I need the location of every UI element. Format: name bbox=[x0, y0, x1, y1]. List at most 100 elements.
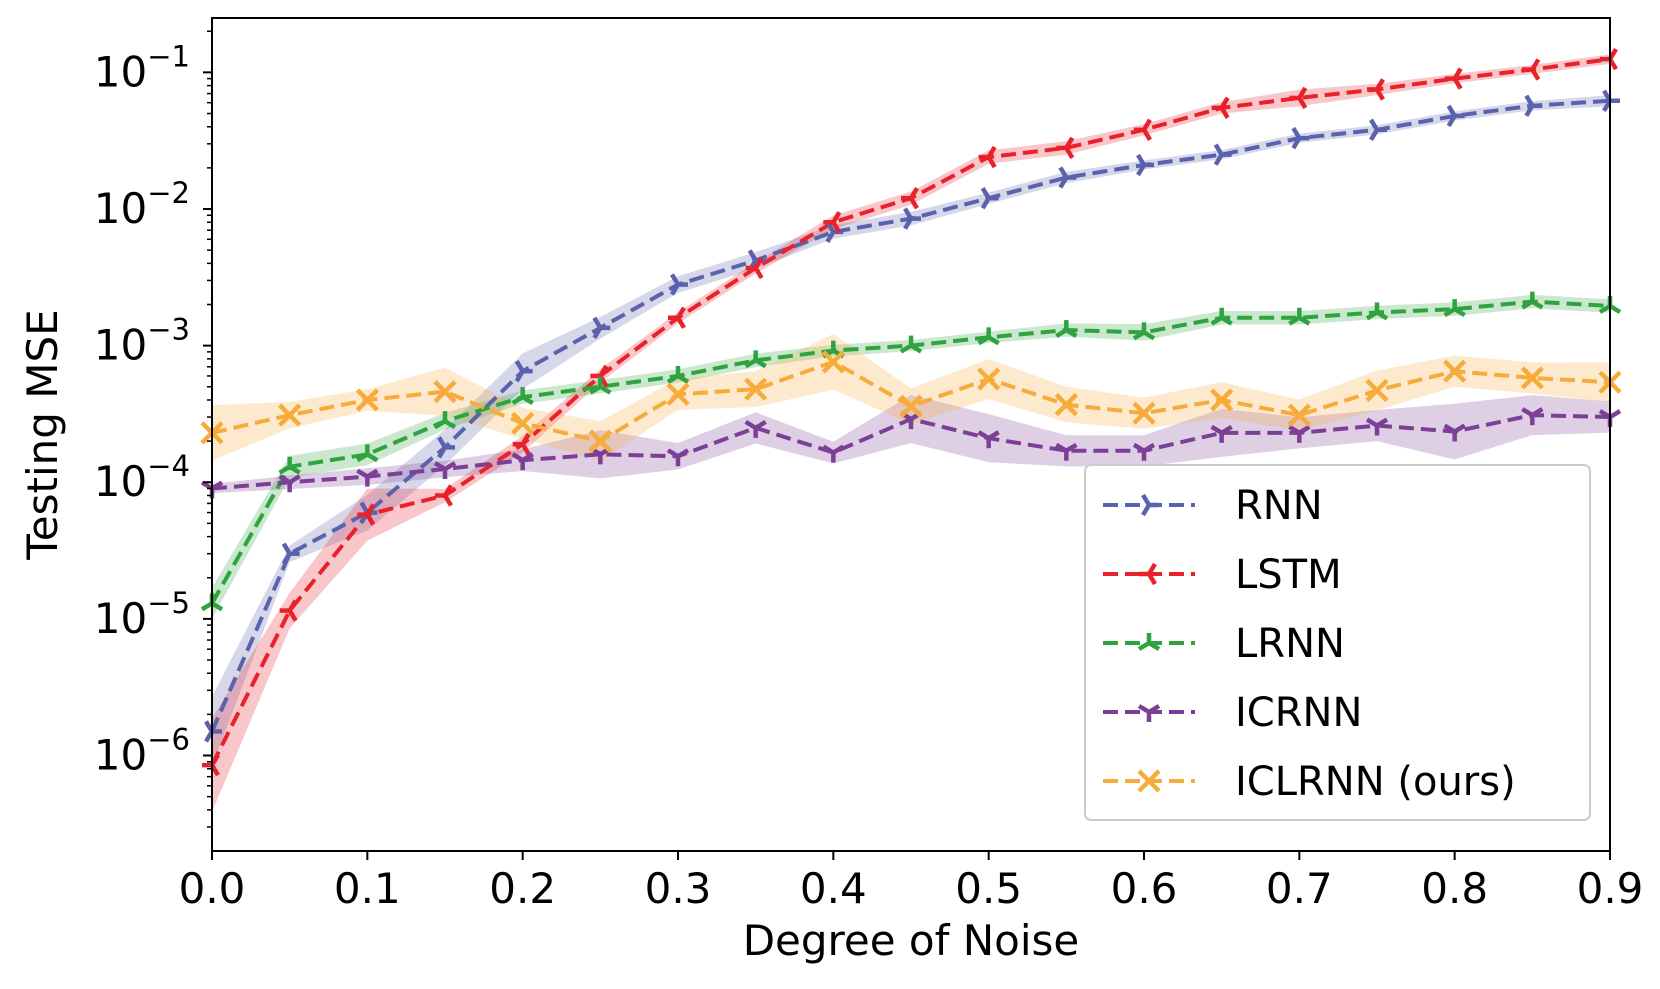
data-point bbox=[589, 376, 612, 395]
y-tick-label: 10−2 bbox=[94, 176, 190, 233]
data-point bbox=[744, 350, 767, 369]
data-point bbox=[666, 365, 690, 384]
y-tick-exponent: −4 bbox=[147, 449, 190, 483]
data-point bbox=[278, 474, 301, 493]
data-point bbox=[1055, 442, 1078, 461]
data-point bbox=[903, 207, 921, 230]
data-point bbox=[278, 403, 302, 427]
legend-entry: ICRNN bbox=[1103, 690, 1362, 736]
data-point bbox=[666, 382, 690, 406]
legend: RNN LSTM LRNN ICRNN ICLRNN (ours) bbox=[1084, 464, 1591, 821]
data-point bbox=[977, 367, 1001, 391]
data-point bbox=[1136, 153, 1154, 177]
x-tick-label: 0.2 bbox=[489, 864, 556, 913]
y-axis-label: Testing MSE bbox=[18, 309, 67, 560]
data-point bbox=[356, 444, 379, 463]
y-tick-exponent: −5 bbox=[147, 586, 190, 620]
data-point bbox=[1055, 320, 1078, 338]
data-point bbox=[511, 452, 534, 471]
data-point bbox=[1132, 401, 1156, 425]
data-point bbox=[356, 468, 379, 487]
error-bands bbox=[212, 54, 1610, 812]
data-point bbox=[1443, 299, 1466, 318]
x-tick-label: 0.9 bbox=[1577, 864, 1644, 913]
data-point bbox=[666, 448, 690, 467]
x-tick-label: 0.7 bbox=[1266, 864, 1333, 913]
y-tick-base: 10 bbox=[94, 321, 147, 370]
y-tick-label: 10−3 bbox=[94, 313, 190, 370]
legend-marker bbox=[1137, 633, 1161, 651]
data-point bbox=[433, 411, 457, 430]
data-point bbox=[514, 360, 533, 383]
data-point bbox=[1365, 417, 1389, 436]
legend-label: ICLRNN (ours) bbox=[1235, 759, 1516, 805]
data-point bbox=[1369, 118, 1387, 141]
data-point bbox=[279, 599, 298, 622]
data-point bbox=[899, 394, 923, 418]
data-point bbox=[1521, 407, 1544, 426]
plot-frame bbox=[211, 17, 1611, 852]
data-point bbox=[1522, 58, 1541, 81]
data-point bbox=[1287, 403, 1311, 427]
data-point bbox=[744, 419, 767, 438]
data-point bbox=[978, 145, 997, 169]
y-tick-base: 10 bbox=[94, 47, 147, 96]
data-point bbox=[977, 327, 1000, 346]
data-point bbox=[745, 256, 764, 280]
data-point bbox=[1288, 307, 1311, 326]
data-point bbox=[1213, 143, 1232, 166]
data-point bbox=[278, 456, 301, 475]
data-point bbox=[1291, 126, 1310, 150]
legend-entry: LSTM bbox=[1103, 552, 1342, 598]
y-tick-base: 10 bbox=[94, 184, 147, 233]
data-point bbox=[588, 429, 612, 453]
y-tick-label: 10−6 bbox=[94, 723, 190, 780]
data-point bbox=[1443, 423, 1466, 442]
y-tick-exponent: −2 bbox=[147, 176, 190, 210]
x-tick-label: 0.4 bbox=[800, 864, 867, 913]
data-point bbox=[1288, 424, 1311, 443]
legend-box bbox=[1084, 464, 1591, 821]
data-point bbox=[437, 436, 455, 459]
data-point bbox=[1367, 78, 1385, 101]
x-tick-label: 0.5 bbox=[955, 864, 1022, 913]
x-tick-label: 0.6 bbox=[1111, 864, 1178, 913]
y-tick-label: 10−4 bbox=[94, 449, 190, 506]
data-point bbox=[823, 211, 842, 234]
data-point bbox=[670, 273, 688, 296]
legend-marker bbox=[1137, 704, 1161, 722]
data-point bbox=[1058, 166, 1077, 189]
data-point bbox=[1444, 67, 1463, 90]
legend-marker bbox=[1139, 562, 1157, 586]
y-tick-base: 10 bbox=[94, 594, 147, 643]
legend-label: RNN bbox=[1235, 483, 1323, 529]
legend-marker bbox=[1141, 493, 1159, 517]
x-axis-label: Degree of Noise bbox=[743, 916, 1080, 965]
data-point bbox=[668, 306, 686, 329]
data-point bbox=[1520, 366, 1544, 390]
data-point bbox=[1211, 96, 1230, 120]
band-icrnn bbox=[212, 395, 1610, 494]
y-axis-ticks: 10−610−510−410−310−210−1 bbox=[94, 30, 212, 828]
data-point bbox=[1443, 359, 1467, 383]
x-tick-label: 0.1 bbox=[334, 864, 401, 913]
data-point bbox=[1289, 86, 1308, 110]
band-iclrnn bbox=[212, 334, 1610, 462]
legend-label: LRNN bbox=[1235, 621, 1345, 667]
data-point bbox=[433, 461, 457, 480]
y-tick-exponent: −1 bbox=[147, 39, 190, 73]
y-tick-base: 10 bbox=[94, 731, 147, 780]
y-tick-exponent: −6 bbox=[147, 723, 190, 757]
data-point bbox=[433, 380, 457, 404]
y-tick-label: 10−1 bbox=[94, 39, 190, 96]
legend-marker bbox=[1137, 769, 1161, 793]
y-tick-label: 10−5 bbox=[94, 586, 190, 643]
x-axis-ticks: 0.0 0.1 0.2 0.3 0.4 0.5 0.6 0.7 0.8 0.9 bbox=[179, 851, 1644, 913]
data-point bbox=[1365, 378, 1389, 403]
data-point bbox=[899, 335, 923, 354]
data-point bbox=[1056, 136, 1075, 160]
data-point bbox=[822, 444, 845, 463]
data-point bbox=[980, 187, 999, 210]
legend-label: ICRNN bbox=[1235, 690, 1362, 736]
